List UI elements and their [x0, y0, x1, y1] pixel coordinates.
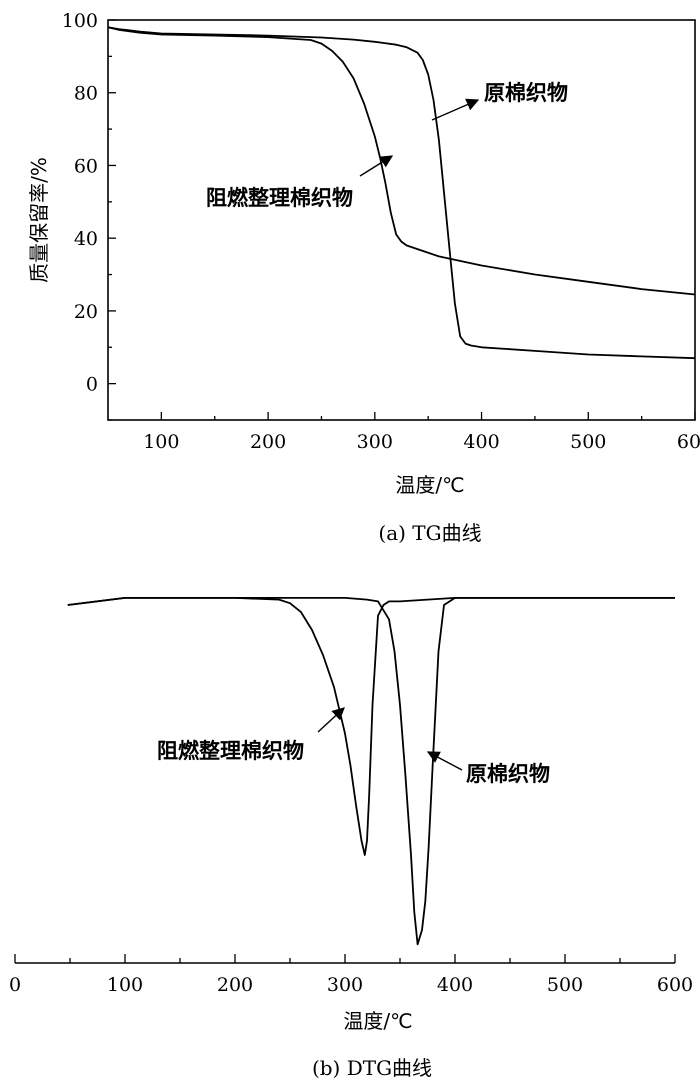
dtg-x-tick-label: 200 — [217, 974, 253, 996]
tg-curves — [107, 26, 696, 360]
tg-y-tick-label: 100 — [62, 10, 98, 32]
tg-x-tick-label: 300 — [357, 431, 393, 453]
dtg-annot-arrow-raw — [426, 751, 463, 771]
tg-y-tick-label: 20 — [74, 301, 98, 323]
tg-annot-fr-cotton: 阻燃整理棉织物 — [206, 186, 353, 210]
tg-curve-fr-cotton — [107, 26, 696, 296]
tg-y-tick-label: 60 — [74, 155, 98, 177]
tg-annot-arrow-raw — [431, 98, 480, 121]
tg-ylabel: 质量保留率/% — [27, 157, 51, 283]
dtg-curves — [67, 597, 675, 946]
dtg-x-tick-label: 0 — [9, 974, 21, 996]
dtg-curve-raw-cotton — [67, 597, 675, 946]
tg-annot-arrow-fr — [359, 155, 394, 177]
tg-plot-frame — [107, 19, 696, 421]
tg-x-tick-label: 100 — [143, 431, 179, 453]
dtg-x-tick-label: 400 — [437, 974, 473, 996]
dtg-x-tick-label: 600 — [657, 974, 693, 996]
dtg-annot-fr-cotton: 阻燃整理棉织物 — [157, 739, 304, 763]
tg-chart: 100 200 300 400 500 600 0 20 40 60 80 100 质量保留率/% 温… — [27, 10, 700, 545]
tg-ticks: 100 200 300 400 500 600 0 20 40 60 80 100 — [62, 10, 700, 453]
tg-caption: (a) TG曲线 — [378, 521, 481, 545]
dtg-x-tick-label: 300 — [327, 974, 363, 996]
dtg-xlabel: 温度/℃ — [343, 1009, 412, 1033]
tg-x-tick-label: 400 — [463, 431, 499, 453]
tg-x-tick-label: 600 — [677, 431, 700, 453]
dtg-x-tick-label: 100 — [107, 974, 143, 996]
dtg-annot-raw-cotton: 原棉织物 — [466, 762, 550, 786]
tg-x-tick-label: 500 — [570, 431, 606, 453]
tg-curve-raw-cotton — [107, 26, 696, 360]
tg-annot-raw-cotton: 原棉织物 — [484, 81, 568, 105]
dtg-chart: 0 100 200 300 400 500 600 温度/℃ (b) DTG曲线 阻燃整理棉… — [9, 597, 693, 1080]
dtg-x-tick-label: 500 — [547, 974, 583, 996]
tg-y-tick-label: 80 — [74, 83, 98, 105]
tg-xlabel: 温度/℃ — [395, 473, 464, 497]
dtg-curve-fr-cotton — [67, 597, 675, 856]
tg-x-tick-label: 200 — [250, 431, 286, 453]
dtg-caption: (b) DTG曲线 — [312, 1056, 432, 1080]
dtg-ticks: 0 100 200 300 400 500 600 — [9, 954, 693, 996]
tg-y-tick-label: 40 — [74, 228, 98, 250]
dtg-annot-arrow-fr — [317, 707, 345, 733]
tg-y-tick-label: 0 — [86, 374, 98, 396]
